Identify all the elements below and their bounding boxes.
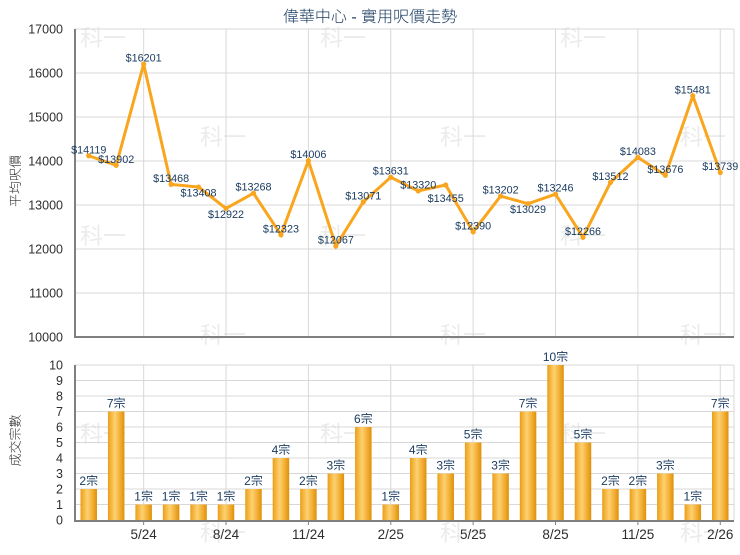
svg-text:1: 1 (683, 490, 690, 504)
svg-text:6: 6 (354, 412, 361, 426)
svg-text:1: 1 (189, 490, 196, 504)
svg-text:17000: 17000 (28, 23, 63, 37)
svg-text:4: 4 (56, 452, 63, 466)
svg-text:5: 5 (56, 436, 63, 450)
svg-text:$13320: $13320 (400, 179, 436, 191)
svg-text:$12266: $12266 (565, 226, 601, 238)
svg-text:2/26: 2/26 (707, 527, 733, 542)
svg-text:6: 6 (56, 421, 63, 435)
svg-text:11/24: 11/24 (292, 527, 325, 542)
svg-text:15000: 15000 (28, 111, 63, 125)
svg-text:2: 2 (79, 474, 86, 488)
svg-text:$13631: $13631 (373, 166, 409, 178)
svg-text:$13268: $13268 (235, 182, 271, 194)
svg-text:3: 3 (656, 459, 663, 473)
svg-text:7: 7 (711, 397, 718, 411)
svg-text:$14006: $14006 (290, 149, 326, 161)
svg-text:$14119: $14119 (71, 144, 106, 156)
svg-text:$13071: $13071 (345, 190, 381, 202)
svg-text:$12323: $12323 (263, 223, 299, 235)
svg-text:13000: 13000 (28, 199, 63, 213)
svg-text:11000: 11000 (29, 287, 63, 301)
svg-text:$13202: $13202 (483, 185, 519, 197)
svg-text:2: 2 (56, 483, 63, 497)
svg-text:5/24: 5/24 (131, 527, 158, 542)
svg-text:10: 10 (543, 350, 557, 364)
svg-text:16000: 16000 (28, 67, 63, 81)
svg-text:3: 3 (436, 459, 443, 473)
svg-text:4: 4 (409, 443, 416, 457)
svg-text:-: - (347, 9, 361, 26)
svg-text:7: 7 (519, 397, 526, 411)
svg-text:$12390: $12390 (455, 220, 491, 232)
svg-text:$13246: $13246 (538, 183, 574, 195)
svg-text:$13455: $13455 (428, 193, 464, 205)
svg-text:5/25: 5/25 (460, 527, 486, 542)
svg-text:3: 3 (491, 459, 498, 473)
svg-text:8/25: 8/25 (542, 527, 568, 542)
svg-text:$13408: $13408 (181, 188, 217, 200)
svg-text:2: 2 (299, 474, 306, 488)
svg-text:1: 1 (381, 490, 388, 504)
svg-text:2/25: 2/25 (378, 527, 404, 542)
svg-text:5: 5 (464, 428, 471, 442)
svg-text:2: 2 (244, 474, 251, 488)
svg-text:10000: 10000 (28, 331, 63, 345)
svg-text:9: 9 (56, 374, 63, 388)
svg-text:11/25: 11/25 (622, 527, 655, 542)
svg-text:$13468: $13468 (153, 173, 189, 185)
svg-text:1: 1 (217, 490, 224, 504)
svg-text:1: 1 (162, 490, 169, 504)
svg-text:$13029: $13029 (510, 204, 546, 216)
svg-text:0: 0 (56, 514, 63, 528)
svg-text:$13676: $13676 (647, 164, 683, 176)
svg-text:4: 4 (272, 443, 279, 457)
svg-text:$13512: $13512 (592, 171, 628, 183)
svg-text:8: 8 (56, 390, 63, 404)
svg-text:3: 3 (327, 459, 334, 473)
svg-text:2: 2 (629, 474, 636, 488)
svg-text:10: 10 (49, 359, 63, 373)
svg-text:$13902: $13902 (98, 154, 134, 166)
svg-text:14000: 14000 (28, 155, 63, 169)
svg-text:1: 1 (134, 490, 141, 504)
svg-text:1: 1 (56, 498, 63, 512)
svg-text:$13739: $13739 (702, 161, 738, 173)
svg-text:$12922: $12922 (208, 209, 244, 221)
svg-text:8/24: 8/24 (213, 527, 240, 542)
svg-text:$15481: $15481 (675, 84, 711, 96)
svg-text:5: 5 (574, 428, 581, 442)
svg-text:3: 3 (56, 467, 63, 481)
svg-text:2: 2 (601, 474, 608, 488)
svg-text:12000: 12000 (28, 243, 63, 257)
svg-text:$14083: $14083 (620, 146, 656, 158)
svg-text:7: 7 (107, 397, 114, 411)
svg-text:$12067: $12067 (318, 235, 354, 247)
svg-text:$16201: $16201 (126, 53, 162, 65)
svg-text:7: 7 (56, 405, 63, 419)
